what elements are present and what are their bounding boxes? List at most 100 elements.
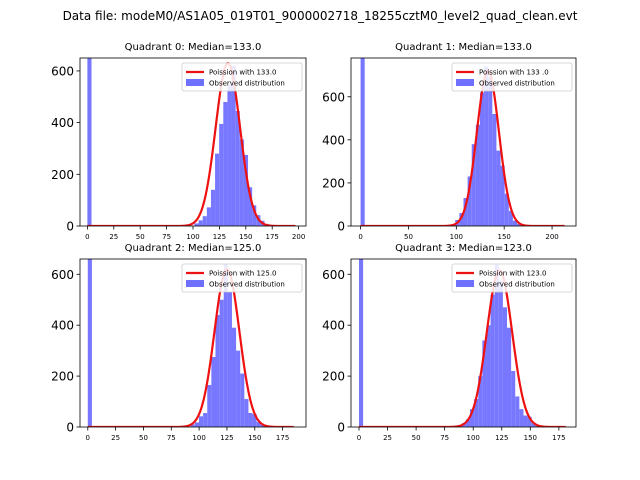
legend: Poission with 133.0 Observed distribution (181, 62, 303, 92)
histogram-bar (519, 409, 524, 427)
x-tick-label: 0 (357, 434, 361, 442)
histogram-bar (240, 373, 245, 427)
histogram-bar (470, 409, 475, 427)
axes-frame (350, 258, 577, 428)
x-tick-label: 175 (276, 434, 289, 442)
x-tick-label: 125 (220, 434, 233, 442)
legend-box (181, 263, 303, 293)
histogram-bar (515, 396, 520, 427)
y-tick-label: 600 (51, 268, 74, 282)
histogram-bar (517, 223, 522, 226)
plot-area (87, 58, 296, 226)
x-tick-label: 150 (248, 434, 261, 442)
legend-box (451, 62, 573, 92)
x-tick-label: 0 (86, 434, 90, 442)
histogram-bar (239, 139, 244, 226)
histogram-bar (484, 66, 489, 226)
histogram-bar (523, 415, 528, 427)
legend-box (451, 263, 573, 293)
histogram-bar (494, 264, 499, 427)
histogram-bar (223, 264, 228, 427)
y-tick-label: 0 (66, 421, 74, 435)
y-tick-label: 600 (322, 268, 345, 282)
histogram-bar (215, 315, 220, 427)
legend-label-poisson: Poission with 123.0 (479, 270, 547, 278)
histogram-bar (231, 65, 236, 226)
histogram-bar (358, 259, 364, 427)
y-tick-label: 400 (322, 133, 345, 147)
poisson-curve (358, 269, 566, 427)
y-tick-label: 200 (51, 370, 74, 384)
histogram-bar (260, 424, 265, 427)
histogram-bar (508, 210, 513, 226)
histogram-bar (202, 216, 207, 226)
histogram-bar (244, 399, 249, 427)
x-tick-label: 25 (111, 434, 120, 442)
x-tick-label: 50 (136, 233, 145, 241)
histogram-bar (502, 307, 508, 427)
histogram-bar (252, 205, 257, 226)
x-tick-label: 200 (545, 233, 558, 241)
histogram-bar (206, 207, 211, 226)
axes-frame (350, 57, 577, 227)
x-tick-label: 100 (467, 434, 480, 442)
y-tick-label: 600 (322, 90, 345, 104)
x-tick-label: 100 (186, 233, 199, 241)
subplot-quadrant-0: Quadrant 0: Median=133.0 0 25 50 75 100 125 150… (51, 42, 307, 241)
x-tick-label: 50 (404, 233, 413, 241)
subplot-quadrant-1: Quadrant 1: Median=133.0 0 50 100 150 200 0 200… (322, 42, 577, 241)
histogram-bar (87, 58, 92, 226)
histogram-bar (360, 58, 365, 226)
histogram-bar (500, 165, 505, 226)
x-tick-label: 50 (412, 434, 421, 442)
histogram-bar (507, 327, 512, 427)
x-tick-label: 75 (162, 233, 171, 241)
histogram-bar (488, 77, 493, 226)
subplot-title: Quadrant 1: Median=133.0 (395, 42, 532, 53)
legend: Poission with 125.0 Observed distribution (181, 263, 303, 293)
histogram-bar (471, 144, 476, 226)
histogram-bar (486, 325, 491, 427)
x-tick-label: 150 (498, 233, 511, 241)
legend-bar-swatch (186, 79, 204, 86)
legend-bar-swatch (456, 79, 474, 86)
y-tick-label: 200 (322, 176, 345, 190)
y-tick-label: 0 (66, 220, 74, 234)
histogram-bar (498, 280, 503, 427)
x-tick-label: 100 (450, 233, 463, 241)
histogram-bar (194, 223, 199, 226)
histogram-bar (199, 416, 204, 427)
histogram-bar (210, 189, 216, 226)
subplot-title: Quadrant 3: Median=123.0 (395, 243, 532, 254)
subplot-title: Quadrant 2: Median=125.0 (125, 243, 262, 254)
poisson-curve (87, 62, 296, 226)
x-tick-label: 175 (552, 434, 565, 442)
histogram-bar (531, 423, 536, 427)
legend: Poission with 123.0 Observed distribution (451, 263, 573, 293)
plot-area (358, 259, 566, 427)
histogram-bar (467, 176, 472, 226)
legend-bar-swatch (456, 280, 474, 287)
legend-label-observed: Observed distribution (479, 80, 555, 88)
y-tick-label: 0 (337, 220, 345, 234)
y-tick-label: 0 (337, 421, 345, 435)
histogram-bar (243, 154, 249, 226)
y-tick-label: 400 (322, 319, 345, 333)
x-tick-label: 25 (383, 434, 392, 442)
histogram-bar (203, 413, 208, 427)
x-tick-label: 0 (85, 233, 89, 241)
subplots: Quadrant 0: Median=133.0 0 25 50 75 100 125 150… (51, 42, 577, 442)
legend-label-observed: Observed distribution (209, 281, 285, 289)
histogram-bar (463, 198, 468, 226)
legend-label-poisson: Poission with 133.0 (209, 69, 277, 77)
histogram-bar (207, 385, 212, 427)
histogram-bar (256, 421, 261, 427)
histogram-bar (236, 350, 241, 427)
x-tick-label: 150 (524, 434, 537, 442)
histogram-bar (479, 92, 485, 226)
legend-box (181, 62, 303, 92)
histogram-bar (227, 292, 232, 427)
x-tick-label: 200 (292, 233, 305, 241)
x-tick-label: 50 (139, 434, 148, 442)
